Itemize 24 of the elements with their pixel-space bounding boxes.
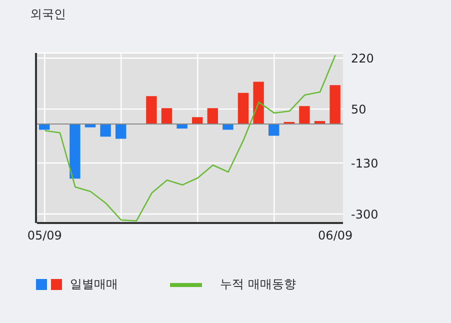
line-series [44, 54, 336, 222]
bar [70, 124, 80, 179]
bar [330, 85, 340, 124]
bar [192, 117, 203, 124]
bar [207, 108, 218, 124]
chart-title: 외국인 [30, 6, 66, 23]
bar [299, 106, 310, 124]
y-tick-label: -300 [351, 207, 378, 222]
x-tick-label: 05/09 [27, 228, 62, 243]
bar [238, 92, 249, 124]
bar [253, 82, 264, 124]
x-tick-label: 06/09 [318, 228, 353, 243]
bar [222, 124, 234, 130]
legend-label: 일별매매 [70, 276, 118, 293]
y-tick-label: 50 [351, 102, 366, 116]
bar [161, 108, 172, 124]
y-tick-label: -130 [351, 156, 378, 170]
y-tick-label: 220 [351, 51, 374, 66]
bar [100, 124, 111, 137]
bar [146, 96, 157, 124]
bar [39, 124, 50, 130]
legend-label: 누적 매매동향 [220, 276, 296, 293]
bar [268, 124, 280, 136]
bar [116, 124, 126, 139]
